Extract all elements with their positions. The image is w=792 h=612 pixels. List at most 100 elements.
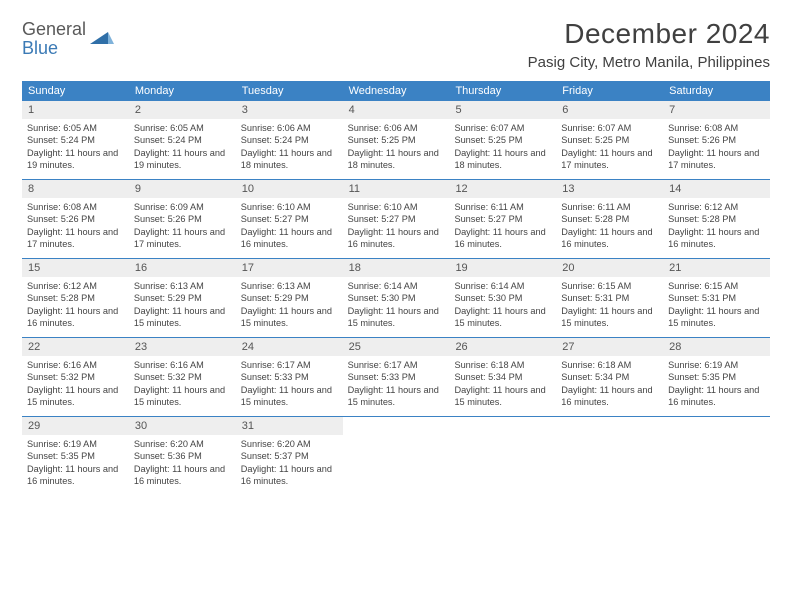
- day-body: Sunrise: 6:08 AMSunset: 5:26 PMDaylight:…: [663, 119, 770, 178]
- calendar-grid: SundayMondayTuesdayWednesdayThursdayFrid…: [22, 81, 770, 495]
- daylight-line: Daylight: 11 hours and 15 minutes.: [134, 305, 231, 330]
- day-number: 30: [129, 417, 236, 435]
- sunset-line: Sunset: 5:26 PM: [134, 213, 231, 225]
- sunset-line: Sunset: 5:35 PM: [27, 450, 124, 462]
- daylight-line: Daylight: 11 hours and 17 minutes.: [668, 147, 765, 172]
- sunrise-line: Sunrise: 6:20 AM: [241, 438, 338, 450]
- sunset-line: Sunset: 5:31 PM: [561, 292, 658, 304]
- day-cell: 6Sunrise: 6:07 AMSunset: 5:25 PMDaylight…: [556, 101, 663, 179]
- day-cell: 28Sunrise: 6:19 AMSunset: 5:35 PMDayligh…: [663, 338, 770, 416]
- sunrise-line: Sunrise: 6:16 AM: [27, 359, 124, 371]
- day-cell: 13Sunrise: 6:11 AMSunset: 5:28 PMDayligh…: [556, 180, 663, 258]
- sunrise-line: Sunrise: 6:06 AM: [241, 122, 338, 134]
- day-number: 15: [22, 259, 129, 277]
- daylight-line: Daylight: 11 hours and 16 minutes.: [134, 463, 231, 488]
- dow-header-row: SundayMondayTuesdayWednesdayThursdayFrid…: [22, 81, 770, 101]
- daylight-line: Daylight: 11 hours and 16 minutes.: [27, 463, 124, 488]
- sunrise-line: Sunrise: 6:11 AM: [561, 201, 658, 213]
- day-number: 26: [449, 338, 556, 356]
- day-number: 25: [343, 338, 450, 356]
- day-cell: 9Sunrise: 6:09 AMSunset: 5:26 PMDaylight…: [129, 180, 236, 258]
- day-body: Sunrise: 6:12 AMSunset: 5:28 PMDaylight:…: [663, 198, 770, 257]
- title-block: December 2024 Pasig City, Metro Manila, …: [528, 18, 770, 71]
- day-body: Sunrise: 6:13 AMSunset: 5:29 PMDaylight:…: [129, 277, 236, 336]
- day-number: 23: [129, 338, 236, 356]
- day-cell: 22Sunrise: 6:16 AMSunset: 5:32 PMDayligh…: [22, 338, 129, 416]
- day-number: 9: [129, 180, 236, 198]
- day-number: 6: [556, 101, 663, 119]
- day-number: 16: [129, 259, 236, 277]
- day-cell: 15Sunrise: 6:12 AMSunset: 5:28 PMDayligh…: [22, 259, 129, 337]
- sunset-line: Sunset: 5:30 PM: [454, 292, 551, 304]
- sunset-line: Sunset: 5:35 PM: [668, 371, 765, 383]
- logo-line2: Blue: [22, 39, 86, 58]
- day-body: Sunrise: 6:10 AMSunset: 5:27 PMDaylight:…: [343, 198, 450, 257]
- sunset-line: Sunset: 5:31 PM: [668, 292, 765, 304]
- daylight-line: Daylight: 11 hours and 15 minutes.: [454, 384, 551, 409]
- sunrise-line: Sunrise: 6:16 AM: [134, 359, 231, 371]
- day-cell: 18Sunrise: 6:14 AMSunset: 5:30 PMDayligh…: [343, 259, 450, 337]
- day-cell: [449, 417, 556, 495]
- page-title: December 2024: [528, 18, 770, 50]
- sunrise-line: Sunrise: 6:11 AM: [454, 201, 551, 213]
- day-number: 17: [236, 259, 343, 277]
- sunrise-line: Sunrise: 6:08 AM: [27, 201, 124, 213]
- sunrise-line: Sunrise: 6:14 AM: [348, 280, 445, 292]
- day-number: 28: [663, 338, 770, 356]
- sunset-line: Sunset: 5:27 PM: [454, 213, 551, 225]
- dow-header-cell: Saturday: [663, 81, 770, 101]
- day-cell: 21Sunrise: 6:15 AMSunset: 5:31 PMDayligh…: [663, 259, 770, 337]
- day-cell: 19Sunrise: 6:14 AMSunset: 5:30 PMDayligh…: [449, 259, 556, 337]
- daylight-line: Daylight: 11 hours and 15 minutes.: [27, 384, 124, 409]
- day-cell: 4Sunrise: 6:06 AMSunset: 5:25 PMDaylight…: [343, 101, 450, 179]
- day-cell: [343, 417, 450, 495]
- day-cell: 8Sunrise: 6:08 AMSunset: 5:26 PMDaylight…: [22, 180, 129, 258]
- sunrise-line: Sunrise: 6:20 AM: [134, 438, 231, 450]
- day-number: 5: [449, 101, 556, 119]
- sunset-line: Sunset: 5:29 PM: [241, 292, 338, 304]
- day-cell: 23Sunrise: 6:16 AMSunset: 5:32 PMDayligh…: [129, 338, 236, 416]
- sunset-line: Sunset: 5:37 PM: [241, 450, 338, 462]
- day-cell: 24Sunrise: 6:17 AMSunset: 5:33 PMDayligh…: [236, 338, 343, 416]
- daylight-line: Daylight: 11 hours and 16 minutes.: [241, 226, 338, 251]
- day-number: 19: [449, 259, 556, 277]
- day-number: 12: [449, 180, 556, 198]
- dow-header-cell: Friday: [556, 81, 663, 101]
- day-body: Sunrise: 6:16 AMSunset: 5:32 PMDaylight:…: [22, 356, 129, 415]
- dow-header-cell: Thursday: [449, 81, 556, 101]
- day-body: Sunrise: 6:07 AMSunset: 5:25 PMDaylight:…: [556, 119, 663, 178]
- day-body: Sunrise: 6:15 AMSunset: 5:31 PMDaylight:…: [556, 277, 663, 336]
- day-number: 18: [343, 259, 450, 277]
- daylight-line: Daylight: 11 hours and 15 minutes.: [454, 305, 551, 330]
- daylight-line: Daylight: 11 hours and 16 minutes.: [561, 226, 658, 251]
- dow-header-cell: Monday: [129, 81, 236, 101]
- day-number: 22: [22, 338, 129, 356]
- location-text: Pasig City, Metro Manila, Philippines: [528, 54, 770, 71]
- day-body: Sunrise: 6:07 AMSunset: 5:25 PMDaylight:…: [449, 119, 556, 178]
- daylight-line: Daylight: 11 hours and 16 minutes.: [27, 305, 124, 330]
- day-cell: 30Sunrise: 6:20 AMSunset: 5:36 PMDayligh…: [129, 417, 236, 495]
- daylight-line: Daylight: 11 hours and 16 minutes.: [668, 384, 765, 409]
- day-body: Sunrise: 6:20 AMSunset: 5:36 PMDaylight:…: [129, 435, 236, 494]
- daylight-line: Daylight: 11 hours and 16 minutes.: [454, 226, 551, 251]
- day-body: Sunrise: 6:06 AMSunset: 5:24 PMDaylight:…: [236, 119, 343, 178]
- week-row: 22Sunrise: 6:16 AMSunset: 5:32 PMDayligh…: [22, 337, 770, 416]
- daylight-line: Daylight: 11 hours and 17 minutes.: [134, 226, 231, 251]
- day-number: 31: [236, 417, 343, 435]
- day-body: Sunrise: 6:15 AMSunset: 5:31 PMDaylight:…: [663, 277, 770, 336]
- daylight-line: Daylight: 11 hours and 19 minutes.: [134, 147, 231, 172]
- sunset-line: Sunset: 5:26 PM: [668, 134, 765, 146]
- daylight-line: Daylight: 11 hours and 17 minutes.: [27, 226, 124, 251]
- day-body: Sunrise: 6:06 AMSunset: 5:25 PMDaylight:…: [343, 119, 450, 178]
- day-number: 29: [22, 417, 129, 435]
- daylight-line: Daylight: 11 hours and 15 minutes.: [241, 384, 338, 409]
- sunset-line: Sunset: 5:27 PM: [348, 213, 445, 225]
- sunset-line: Sunset: 5:25 PM: [454, 134, 551, 146]
- daylight-line: Daylight: 11 hours and 15 minutes.: [668, 305, 765, 330]
- day-body: Sunrise: 6:10 AMSunset: 5:27 PMDaylight:…: [236, 198, 343, 257]
- day-body: Sunrise: 6:18 AMSunset: 5:34 PMDaylight:…: [449, 356, 556, 415]
- sunrise-line: Sunrise: 6:05 AM: [134, 122, 231, 134]
- sunset-line: Sunset: 5:28 PM: [561, 213, 658, 225]
- day-number: 20: [556, 259, 663, 277]
- daylight-line: Daylight: 11 hours and 19 minutes.: [27, 147, 124, 172]
